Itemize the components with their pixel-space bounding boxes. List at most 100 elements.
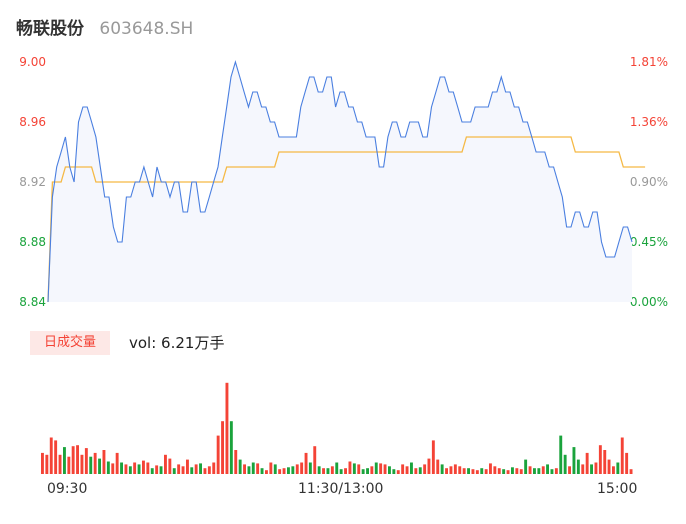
volume-bar (106, 461, 110, 474)
volume-bar (45, 454, 49, 474)
volume-bar (453, 464, 457, 474)
volume-bar (84, 448, 88, 474)
volume-bar (528, 466, 532, 474)
volume-bar (247, 466, 251, 474)
volume-badge[interactable]: 日成交量 (30, 331, 110, 355)
volume-bar (352, 463, 356, 474)
volume-bar (102, 450, 106, 474)
volume-bar (146, 462, 150, 474)
volume-bar (164, 454, 167, 474)
volume-bar (308, 462, 312, 474)
volume-bar (484, 469, 488, 474)
volume-bar (581, 464, 585, 474)
volume-bar (572, 447, 576, 474)
volume-bar (506, 470, 510, 474)
volume-bar (440, 464, 444, 474)
volume-bar (49, 437, 53, 474)
volume-bar (243, 464, 246, 474)
volume-bar (480, 468, 484, 474)
volume-bar (181, 466, 185, 474)
x-tick-label: 15:00 (597, 481, 638, 497)
volume-bar (216, 435, 220, 474)
volume-bar (89, 456, 93, 474)
volume-bar (519, 469, 523, 474)
volume-bar (449, 466, 453, 474)
volume-bar (537, 468, 541, 474)
volume-bar (607, 459, 611, 474)
volume-bar (594, 462, 598, 474)
volume-bar (374, 462, 378, 474)
volume-bar (524, 459, 528, 474)
average-price-line (47, 136, 646, 303)
y-tick-label-left: 8.88 (19, 235, 46, 249)
volume-bar (115, 452, 119, 474)
volume-bar (76, 445, 79, 474)
volume-bar (291, 466, 295, 474)
y-tick-label-left: 8.84 (19, 295, 46, 309)
volume-bar (330, 466, 334, 474)
volume-bar (392, 469, 396, 474)
volume-bar (142, 460, 145, 474)
volume-bar (137, 464, 141, 474)
price-area (48, 62, 632, 302)
volume-bar (467, 468, 470, 474)
volume-bar (256, 463, 260, 474)
volume-bar (120, 462, 123, 474)
volume-bar (124, 464, 128, 474)
volume-bar (265, 470, 268, 474)
volume-bar (554, 468, 558, 474)
volume-bar (322, 468, 325, 474)
price-line (47, 60, 633, 303)
y-tick-label-left: 8.96 (19, 115, 46, 129)
volume-bar (502, 469, 506, 474)
volume-bar (317, 466, 321, 474)
volume-bar (278, 469, 282, 474)
volume-bar (251, 462, 255, 474)
stock-code: 603648.SH (99, 19, 194, 39)
volume-bar (168, 458, 172, 474)
volume-bar (576, 459, 580, 474)
volume-bar (221, 421, 224, 474)
volume-bar (515, 468, 519, 474)
volume-bar (207, 466, 211, 474)
x-tick-label: 11:30/13:00 (298, 481, 384, 497)
y-tick-label-left: 8.92 (19, 175, 46, 189)
volume-bar (511, 467, 514, 474)
volume-bar (431, 440, 435, 474)
volume-bar (497, 468, 501, 474)
volume-bar (563, 454, 567, 474)
volume-bar (41, 452, 44, 474)
volume-bar (533, 468, 536, 474)
volume-bar (546, 464, 549, 474)
volume-bar (620, 437, 624, 474)
volume-bar (326, 468, 330, 474)
volume-bar (339, 469, 343, 474)
volume-bar (313, 446, 317, 474)
volume-bar (58, 454, 62, 474)
volume-bar (229, 421, 233, 474)
volume-bar (370, 466, 374, 474)
volume-bar (172, 468, 176, 474)
volume-bar (194, 464, 198, 474)
volume-bar (177, 464, 181, 474)
volume-bar (423, 464, 427, 474)
volume-bar (273, 464, 277, 474)
volume-bar (616, 462, 620, 474)
volume-bar (550, 469, 554, 474)
volume-bar (603, 450, 607, 474)
volume-bar (489, 463, 492, 474)
y-tick-label-right: 1.36% (630, 115, 668, 129)
volume-bar (282, 468, 286, 474)
volume-bar (590, 464, 593, 474)
volume-bar (335, 462, 339, 474)
volume-bar (541, 466, 545, 474)
volume-bar (629, 469, 633, 474)
volume-bar (300, 462, 304, 474)
volume-bar (625, 452, 629, 474)
volume-bar (67, 456, 71, 474)
volume-bar (568, 466, 571, 474)
volume-bar (111, 463, 115, 474)
chart-title: 畅联股份 603648.SH (16, 14, 193, 39)
volume-bar (585, 452, 589, 474)
